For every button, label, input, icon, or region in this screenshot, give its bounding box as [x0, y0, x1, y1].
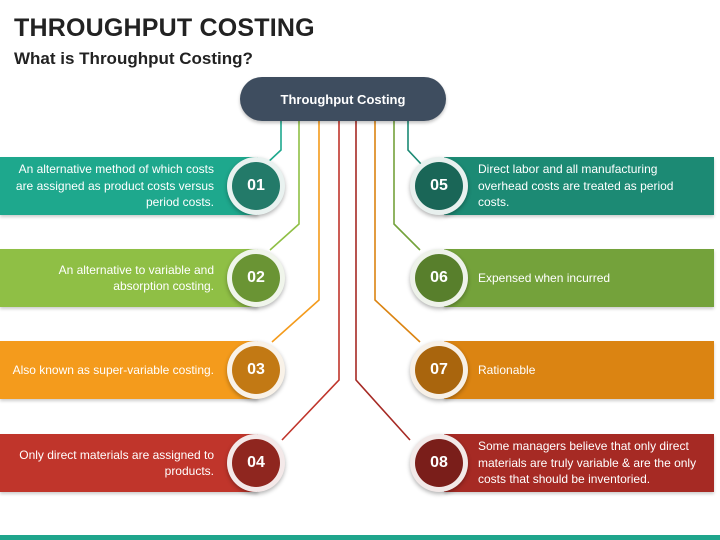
- item-text-02: An alternative to variable and absorptio…: [58, 262, 214, 294]
- item-bar-08: Some managers believe that only direct m…: [444, 434, 714, 492]
- footer-accent-bar: [0, 535, 720, 540]
- page-subtitle: What is Throughput Costing?: [14, 49, 253, 68]
- item-text-06: Expensed when incurred: [478, 270, 611, 285]
- item-number-02: 02: [227, 249, 285, 307]
- connector-06: [393, 121, 421, 251]
- item-text-01: An alternative method of which costs are…: [15, 162, 214, 210]
- item-number-04: 04: [227, 434, 285, 492]
- item-bar-05: Direct labor and all manufacturing overh…: [444, 157, 714, 215]
- connector-05: [407, 121, 423, 166]
- item-bar-07: Rationable: [444, 341, 714, 399]
- item-bar-02: An alternative to variable and absorptio…: [0, 249, 258, 307]
- page-title: THROUGHPUT COSTING: [14, 14, 315, 42]
- item-text-05: Direct labor and all manufacturing overh…: [478, 162, 674, 210]
- item-text-04: Only direct materials are assigned to pr…: [19, 447, 214, 479]
- item-bar-06: Expensed when incurred: [444, 249, 714, 307]
- center-topic-pill: Throughput Costing: [240, 77, 446, 121]
- item-bar-03: Also known as super-variable costing.: [0, 341, 258, 399]
- item-text-07: Rationable: [478, 362, 536, 377]
- item-number-05: 05: [410, 157, 468, 215]
- item-number-07: 07: [410, 341, 468, 399]
- connector-07: [374, 121, 421, 343]
- connector-03: [271, 121, 320, 343]
- item-number-01: 01: [227, 157, 285, 215]
- item-bar-04: Only direct materials are assigned to pr…: [0, 434, 258, 492]
- item-number-03: 03: [227, 341, 285, 399]
- connector-08: [355, 121, 411, 441]
- item-number-08: 08: [410, 434, 468, 492]
- item-bar-01: An alternative method of which costs are…: [0, 157, 258, 215]
- item-number-06: 06: [410, 249, 468, 307]
- connector-02: [269, 121, 300, 251]
- connector-04: [281, 121, 340, 441]
- item-text-08: Some managers believe that only direct m…: [478, 439, 697, 487]
- item-text-03: Also known as super-variable costing.: [12, 362, 214, 377]
